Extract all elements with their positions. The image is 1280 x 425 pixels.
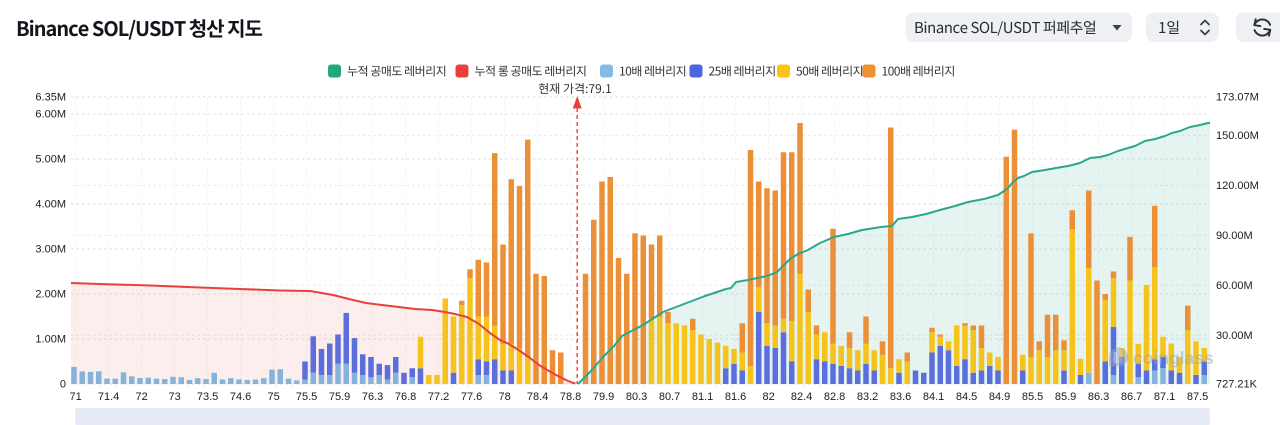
svg-text:87.5: 87.5 (1187, 391, 1208, 403)
svg-text:80.7: 80.7 (659, 391, 680, 403)
svg-text:6.00M: 6.00M (35, 109, 66, 121)
svg-text:86.7: 86.7 (1121, 391, 1142, 403)
svg-text:6.35M: 6.35M (35, 92, 66, 104)
svg-text:74.6: 74.6 (230, 391, 251, 403)
svg-text:2.00M: 2.00M (35, 289, 66, 301)
svg-text:120.00M: 120.00M (1216, 180, 1259, 192)
svg-text:76.8: 76.8 (395, 391, 416, 403)
svg-text:71.4: 71.4 (98, 391, 119, 403)
svg-text:77.6: 77.6 (461, 391, 482, 403)
svg-text:85.5: 85.5 (1022, 391, 1043, 403)
svg-text:78.4: 78.4 (527, 391, 548, 403)
svg-text:90.00M: 90.00M (1216, 230, 1253, 242)
svg-text:727.21K: 727.21K (1216, 379, 1258, 391)
svg-text:79.9: 79.9 (593, 391, 614, 403)
svg-text:173.07M: 173.07M (1216, 92, 1259, 104)
svg-text:75.9: 75.9 (329, 391, 350, 403)
svg-text:81.1: 81.1 (692, 391, 713, 403)
svg-text:78.8: 78.8 (560, 391, 581, 403)
svg-text:81.6: 81.6 (725, 391, 746, 403)
svg-text:87.1: 87.1 (1154, 391, 1175, 403)
svg-text:5.00M: 5.00M (35, 154, 66, 166)
svg-text:78: 78 (498, 391, 510, 403)
svg-text:60.00M: 60.00M (1216, 280, 1253, 292)
svg-text:77.2: 77.2 (428, 391, 449, 403)
svg-text:83.6: 83.6 (890, 391, 911, 403)
svg-text:82.8: 82.8 (824, 391, 845, 403)
svg-text:72: 72 (135, 391, 147, 403)
svg-text:84.5: 84.5 (956, 391, 977, 403)
svg-text:82: 82 (762, 391, 774, 403)
svg-text:0: 0 (60, 379, 66, 391)
svg-text:83.2: 83.2 (857, 391, 878, 403)
svg-text:84.9: 84.9 (989, 391, 1010, 403)
svg-text:150.00M: 150.00M (1216, 130, 1259, 142)
svg-text:76.3: 76.3 (362, 391, 383, 403)
svg-text:30.00M: 30.00M (1216, 330, 1253, 342)
svg-text:75: 75 (267, 391, 279, 403)
svg-text:86.3: 86.3 (1088, 391, 1109, 403)
svg-text:80.3: 80.3 (626, 391, 647, 403)
svg-text:84.1: 84.1 (923, 391, 944, 403)
svg-text:coinglass: coinglass (1133, 348, 1214, 368)
svg-text:71: 71 (69, 391, 81, 403)
svg-text:73.5: 73.5 (197, 391, 218, 403)
svg-text:3.00M: 3.00M (35, 244, 66, 256)
svg-text:85.9: 85.9 (1055, 391, 1076, 403)
svg-text:75.5: 75.5 (296, 391, 317, 403)
svg-text:82.4: 82.4 (791, 391, 812, 403)
svg-text:1.00M: 1.00M (35, 334, 66, 346)
svg-text:73: 73 (168, 391, 180, 403)
svg-text:4.00M: 4.00M (35, 199, 66, 211)
